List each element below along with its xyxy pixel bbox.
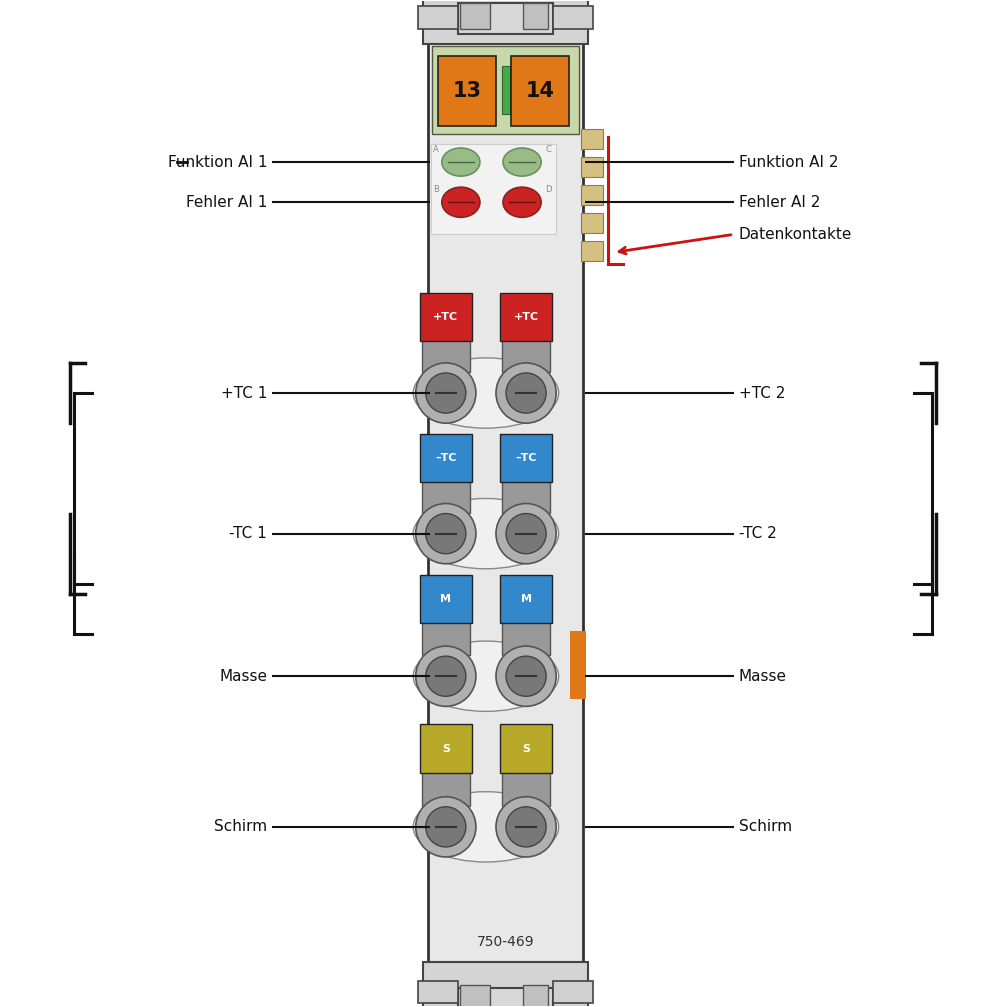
Circle shape: [496, 504, 556, 564]
Bar: [581, 242, 604, 262]
Bar: [523, 3, 548, 28]
Ellipse shape: [413, 357, 558, 428]
Text: Fehler AI 1: Fehler AI 1: [186, 194, 268, 209]
Text: –TC: –TC: [515, 453, 537, 463]
Bar: [420, 293, 472, 340]
Text: M: M: [441, 594, 452, 604]
Bar: [500, 575, 552, 623]
Bar: [581, 129, 604, 149]
Ellipse shape: [413, 792, 558, 862]
Circle shape: [426, 514, 466, 554]
Text: Masse: Masse: [738, 669, 787, 684]
Circle shape: [426, 807, 466, 847]
Text: +TC: +TC: [434, 312, 459, 321]
Text: B: B: [433, 185, 439, 194]
Bar: [500, 293, 552, 340]
Bar: [422, 474, 470, 513]
Circle shape: [506, 514, 546, 554]
Circle shape: [415, 363, 476, 423]
Bar: [422, 617, 470, 656]
Text: Schirm: Schirm: [738, 820, 792, 835]
Bar: [553, 6, 594, 28]
Ellipse shape: [503, 187, 541, 218]
Bar: [417, 981, 458, 1003]
Text: Datenkontakte: Datenkontakte: [738, 227, 852, 242]
Bar: [581, 213, 604, 234]
Circle shape: [496, 363, 556, 423]
Text: S: S: [442, 743, 450, 753]
Text: Funktion AI 2: Funktion AI 2: [738, 154, 838, 169]
Bar: [581, 185, 604, 205]
Bar: [423, 963, 589, 1007]
Bar: [428, 38, 583, 968]
Bar: [417, 6, 458, 28]
Bar: [432, 45, 579, 134]
Circle shape: [496, 646, 556, 706]
Bar: [511, 55, 569, 126]
Text: S: S: [522, 743, 530, 753]
Bar: [502, 767, 550, 806]
Circle shape: [506, 373, 546, 413]
Bar: [423, 0, 589, 43]
Text: M: M: [520, 594, 531, 604]
Bar: [570, 631, 586, 699]
Circle shape: [426, 657, 466, 696]
Circle shape: [415, 504, 476, 564]
Bar: [553, 981, 594, 1003]
Bar: [420, 724, 472, 772]
Bar: [502, 333, 550, 372]
Bar: [422, 333, 470, 372]
Text: Fehler AI 2: Fehler AI 2: [738, 194, 820, 209]
Circle shape: [415, 797, 476, 857]
Text: 13: 13: [453, 81, 482, 101]
Text: Schirm: Schirm: [214, 820, 268, 835]
Ellipse shape: [413, 641, 558, 711]
Bar: [500, 724, 552, 772]
Ellipse shape: [442, 187, 480, 218]
Bar: [523, 985, 548, 1007]
Circle shape: [415, 646, 476, 706]
Ellipse shape: [503, 148, 541, 176]
Bar: [431, 144, 556, 235]
Circle shape: [496, 797, 556, 857]
Circle shape: [506, 657, 546, 696]
Text: Masse: Masse: [219, 669, 268, 684]
Text: Funktion AI 1: Funktion AI 1: [168, 154, 268, 169]
Bar: [502, 474, 550, 513]
Bar: [422, 767, 470, 806]
Bar: [500, 434, 552, 482]
Text: -TC 1: -TC 1: [229, 526, 268, 541]
Ellipse shape: [442, 148, 480, 176]
Text: -TC 2: -TC 2: [738, 526, 777, 541]
Bar: [458, 988, 553, 1007]
Text: 750-469: 750-469: [477, 936, 534, 950]
Circle shape: [506, 807, 546, 847]
Bar: [438, 55, 496, 126]
Bar: [502, 65, 510, 114]
Bar: [420, 434, 472, 482]
Bar: [460, 3, 490, 28]
Text: 14: 14: [525, 81, 554, 101]
Text: +TC: +TC: [513, 312, 538, 321]
Bar: [581, 157, 604, 177]
Circle shape: [426, 373, 466, 413]
Text: +TC 1: +TC 1: [221, 386, 268, 401]
Text: +TC 2: +TC 2: [738, 386, 785, 401]
Text: D: D: [545, 185, 551, 194]
Ellipse shape: [413, 498, 558, 569]
Bar: [460, 985, 490, 1007]
Bar: [458, 3, 553, 33]
Text: C: C: [545, 145, 551, 154]
Text: –TC: –TC: [435, 453, 457, 463]
Bar: [420, 575, 472, 623]
Bar: [502, 617, 550, 656]
Text: A: A: [433, 145, 439, 154]
